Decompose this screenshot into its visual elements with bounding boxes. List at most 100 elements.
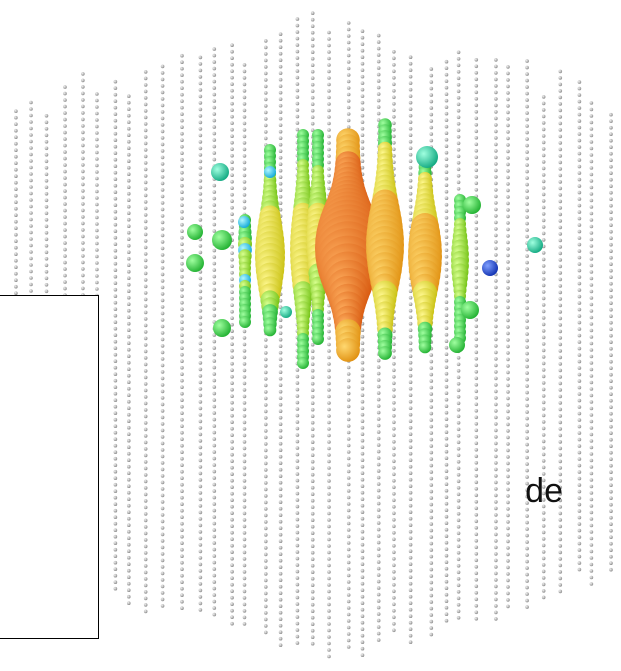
sensor-dot — [114, 535, 118, 539]
sensor-dot — [161, 162, 165, 166]
sensor-dot — [392, 518, 396, 522]
sensor-dot — [559, 369, 563, 373]
sensor-dot — [144, 480, 148, 484]
sensor-dot — [475, 585, 479, 589]
sensor-dot — [457, 532, 461, 536]
sensor-dot — [377, 580, 381, 584]
sensor-dot — [243, 128, 247, 132]
hit-sphere — [280, 306, 292, 318]
sensor-dot — [161, 331, 165, 335]
sensor-dot — [279, 630, 283, 634]
sensor-dot — [475, 481, 479, 485]
sensor-dot — [279, 461, 283, 465]
sensor-dot — [180, 366, 184, 370]
sensor-dot — [127, 556, 131, 560]
sensor-dot — [578, 347, 582, 351]
sensor-dot — [199, 530, 203, 534]
sensor-dot — [590, 205, 594, 209]
sensor-dot — [29, 179, 33, 183]
sensor-dot — [506, 403, 510, 407]
sensor-dot — [180, 470, 184, 474]
sensor-dot — [161, 149, 165, 153]
sensor-dot — [161, 409, 165, 413]
sensor-dot — [377, 40, 381, 44]
sensor-dot — [494, 104, 498, 108]
sensor-dot — [180, 93, 184, 97]
sensor-dot — [114, 216, 118, 220]
sensor-dot — [361, 426, 365, 430]
sensor-dot — [327, 655, 331, 659]
sensor-dot — [279, 123, 283, 127]
sensor-dot — [45, 199, 49, 203]
sensor-dot — [180, 418, 184, 422]
sensor-dot — [361, 341, 365, 345]
sensor-dot — [230, 349, 234, 353]
sensor-dot — [525, 163, 529, 167]
sensor-dot — [161, 110, 165, 114]
sensor-dot — [180, 301, 184, 305]
sensor-dot — [590, 309, 594, 313]
sensor-dot — [542, 453, 546, 457]
sensor-dot — [144, 194, 148, 198]
sensor-dot — [114, 424, 118, 428]
sensor-dot — [609, 438, 613, 442]
sensor-dot — [457, 369, 461, 373]
sensor-dot — [311, 96, 315, 100]
sensor-dot — [161, 175, 165, 179]
sensor-dot — [230, 69, 234, 73]
sensor-dot — [296, 95, 300, 99]
sensor-dot — [127, 458, 131, 462]
sensor-dot — [264, 468, 268, 472]
sensor-dot — [542, 108, 546, 112]
sensor-dot — [475, 364, 479, 368]
sensor-dot — [457, 382, 461, 386]
sensor-dot — [279, 97, 283, 101]
sensor-dot — [542, 154, 546, 158]
sensor-dot — [590, 179, 594, 183]
sensor-dot — [29, 192, 33, 196]
sensor-dot — [230, 472, 234, 476]
sensor-dot — [347, 28, 351, 32]
sensor-dot — [506, 410, 510, 414]
sensor-dot — [114, 262, 118, 266]
sensor-dot — [311, 343, 315, 347]
sensor-dot — [14, 135, 18, 139]
sensor-dot — [409, 588, 413, 592]
sensor-dot — [578, 80, 582, 84]
sensor-dot — [457, 135, 461, 139]
sensor-dot — [445, 105, 449, 109]
sensor-dot — [506, 585, 510, 589]
sensor-dot — [296, 50, 300, 54]
sensor-dot — [559, 388, 563, 392]
sensor-dot — [180, 275, 184, 279]
sensor-dot — [361, 120, 365, 124]
sensor-dot — [243, 336, 247, 340]
sensor-dot — [81, 267, 85, 271]
sensor-dot — [506, 455, 510, 459]
sensor-dot — [542, 518, 546, 522]
sensor-dot — [296, 485, 300, 489]
sensor-dot — [180, 515, 184, 519]
sensor-dot — [311, 557, 315, 561]
sensor-dot — [45, 257, 49, 261]
sensor-dot — [590, 491, 594, 495]
sensor-dot — [161, 188, 165, 192]
sensor-dot — [95, 177, 99, 181]
sensor-dot — [475, 214, 479, 218]
sensor-dot — [559, 115, 563, 119]
sensor-dot — [590, 121, 594, 125]
sensor-dot — [161, 357, 165, 361]
sensor-dot — [63, 163, 67, 167]
sensor-dot — [127, 224, 131, 228]
sensor-dot — [161, 123, 165, 127]
sensor-dot — [347, 106, 351, 110]
sensor-dot — [127, 218, 131, 222]
sensor-dot — [230, 134, 234, 138]
sensor-dot — [475, 286, 479, 290]
sensor-dot — [180, 281, 184, 285]
sensor-dot — [230, 251, 234, 255]
sensor-dot — [409, 211, 413, 215]
sensor-dot — [457, 363, 461, 367]
sensor-dot — [392, 395, 396, 399]
sensor-dot — [114, 489, 118, 493]
